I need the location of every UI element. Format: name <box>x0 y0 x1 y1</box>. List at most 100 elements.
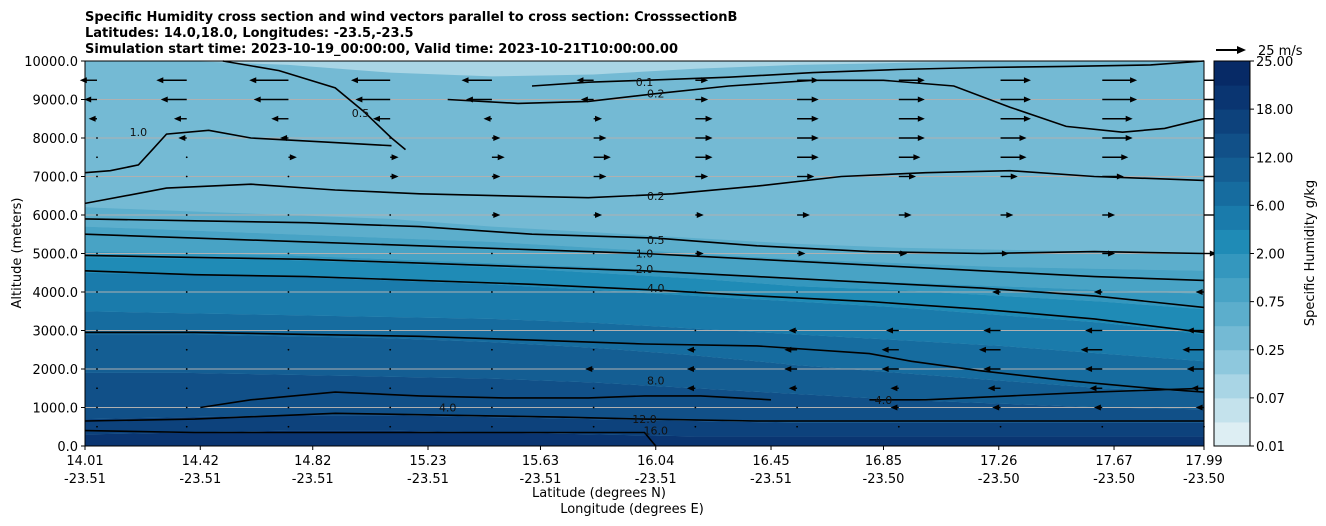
wind-vector-6-2 <box>287 214 290 216</box>
contour-line-9 <box>85 331 1205 393</box>
title-line-3: Simulation start time: 2023-10-19_00:00:… <box>85 42 678 57</box>
contour-line-12 <box>84 412 1204 422</box>
wind-vector-11-4 <box>491 368 493 370</box>
wind-arrowhead-6-8 <box>904 212 912 218</box>
wind-arrowhead-3-8 <box>917 135 925 141</box>
chart-title: Specific Humidity cross section and wind… <box>85 10 737 57</box>
wind-arrowhead-4-7 <box>811 154 819 161</box>
wind-vector-8-6 <box>694 291 697 293</box>
wind-arrowhead-0-10 <box>1130 77 1138 84</box>
wind-arrowhead-7-9 <box>1001 250 1009 257</box>
wind-arrowhead-9-7 <box>788 327 796 334</box>
wind-vector-10-2 <box>287 348 290 351</box>
wind-arrowhead-0-0 <box>79 77 87 84</box>
wind-arrowhead-13-8 <box>890 404 898 411</box>
wind-arrowhead-4-5 <box>603 154 611 161</box>
wind-vector-10-4 <box>491 348 493 351</box>
colorbar-band-15 <box>1214 61 1250 86</box>
x-tick-label-lat-0: 14.01 <box>66 454 103 469</box>
colorbar-tick-label-4: 0.25 <box>1256 344 1285 359</box>
wind-vector-14-7 <box>796 425 798 428</box>
wind-vector-13-7 <box>796 406 798 409</box>
wind-vector-12-1 <box>185 387 188 390</box>
wind-arrowhead-6-5 <box>595 212 603 218</box>
wind-arrowhead-13-11 <box>1195 404 1203 411</box>
y-tick-label-10: 10000.0 <box>24 55 78 70</box>
x-tick-label-lat-1: 14.42 <box>182 454 219 469</box>
wind-arrowhead-10-11 <box>1182 346 1190 353</box>
humidity-layer-8 <box>85 272 1204 362</box>
wind-vector-4-1 <box>185 156 188 159</box>
wind-arrowhead-3-9 <box>1019 135 1027 141</box>
contour-label-4: 0.2 <box>647 190 665 203</box>
y-axis-label: Altitude (meters) <box>10 198 25 309</box>
contour-label-2: 0.5 <box>352 107 370 120</box>
quiver-key-arrowhead <box>1237 46 1246 54</box>
wind-vector-7-1 <box>185 252 188 255</box>
wind-arrowhead-1-4 <box>465 96 473 103</box>
colorbar-band-3 <box>1214 349 1250 375</box>
wind-arrowhead-0-8 <box>917 77 925 84</box>
wind-arrowhead-1-0 <box>84 96 92 103</box>
wind-arrowhead-6-7 <box>802 212 810 218</box>
x-tick-label-lon-8: -23.50 <box>978 472 1020 487</box>
x-axis: 14.01 -23.51 14.42 -23.51 14.82 -23.51 15.23 -2… <box>64 446 1225 487</box>
contour-line-3 <box>84 129 392 174</box>
wind-arrowhead-9-11 <box>1186 327 1194 334</box>
title-line-1: Specific Humidity cross section and wind… <box>85 10 737 25</box>
colorbar-band-2 <box>1214 373 1250 399</box>
wind-arrowhead-7-7 <box>798 250 806 257</box>
wind-arrowhead-3-5 <box>599 135 607 141</box>
wind-vector-13-6 <box>694 406 697 409</box>
wind-arrowhead-5-4 <box>493 173 501 180</box>
wind-arrowhead-6-10 <box>1108 212 1116 218</box>
contour-line-13 <box>84 429 657 447</box>
y-tick-label-4: 4000.0 <box>33 286 79 301</box>
wind-arrowhead-6-4 <box>493 212 501 218</box>
colorbar-band-0 <box>1214 421 1250 447</box>
wind-vector-3-3 <box>389 137 392 139</box>
wind-arrowhead-6-9 <box>1006 212 1014 218</box>
contour-label-7: 2.0 <box>636 263 654 276</box>
wind-arrowhead-5-7 <box>807 173 815 180</box>
wind-vector-7-4 <box>491 252 493 255</box>
wind-arrowhead-2-3 <box>372 115 380 122</box>
wind-vector-13-3 <box>389 406 392 409</box>
x-tick-label-lon-4: -23.51 <box>520 472 562 487</box>
wind-arrowhead-10-10 <box>1080 346 1088 353</box>
x-tick-label-lat-4: 15.63 <box>522 454 559 469</box>
x-tick-label-lon-5: -23.51 <box>635 472 677 487</box>
wind-arrowhead-1-7 <box>811 96 819 103</box>
wind-arrowhead-3-7 <box>811 135 819 141</box>
contour-label-11: 4.0 <box>875 394 893 407</box>
wind-arrowhead-10-6 <box>686 346 694 353</box>
wind-arrowhead-12-8 <box>890 385 898 392</box>
wind-vector-13-4 <box>491 406 493 409</box>
wind-vector-9-5 <box>592 329 595 332</box>
wind-arrowhead-2-5 <box>595 115 603 122</box>
colorbar-tick-label-6: 0.75 <box>1256 296 1285 311</box>
x-tick-label-lon-9: -23.50 <box>1093 472 1135 487</box>
contour-label-6: 1.0 <box>636 248 654 261</box>
y-tick-label-6: 6000.0 <box>33 209 79 224</box>
wind-arrowhead-12-10 <box>1089 385 1097 392</box>
wind-vector-4-0 <box>96 156 98 159</box>
wind-arrowhead-2-8 <box>917 115 925 122</box>
colorbar-band-11 <box>1214 157 1250 182</box>
wind-arrowhead-5-5 <box>599 173 607 180</box>
wind-vector-9-6 <box>694 329 697 332</box>
y-tick-label-7: 7000.0 <box>33 171 79 186</box>
y-tick-label-3: 3000.0 <box>33 325 79 340</box>
wind-vector-9-0 <box>96 329 98 332</box>
humidity-layer-12 <box>85 415 1204 437</box>
wind-arrowhead-0-3 <box>350 77 358 84</box>
x-tick-label-lon-7: -23.50 <box>863 472 905 487</box>
wind-arrowhead-6-6 <box>696 212 704 218</box>
wind-arrowhead-1-3 <box>355 96 363 103</box>
x-tick-label-lon-6: -23.51 <box>750 472 792 487</box>
y-tick-label-8: 8000.0 <box>33 132 79 147</box>
wind-vector-5-2 <box>287 175 290 178</box>
wind-arrowhead-5-3 <box>391 173 399 180</box>
colorbar-tick-label-14: 18.00 <box>1256 103 1293 118</box>
wind-arrowhead-12-6 <box>686 385 694 392</box>
